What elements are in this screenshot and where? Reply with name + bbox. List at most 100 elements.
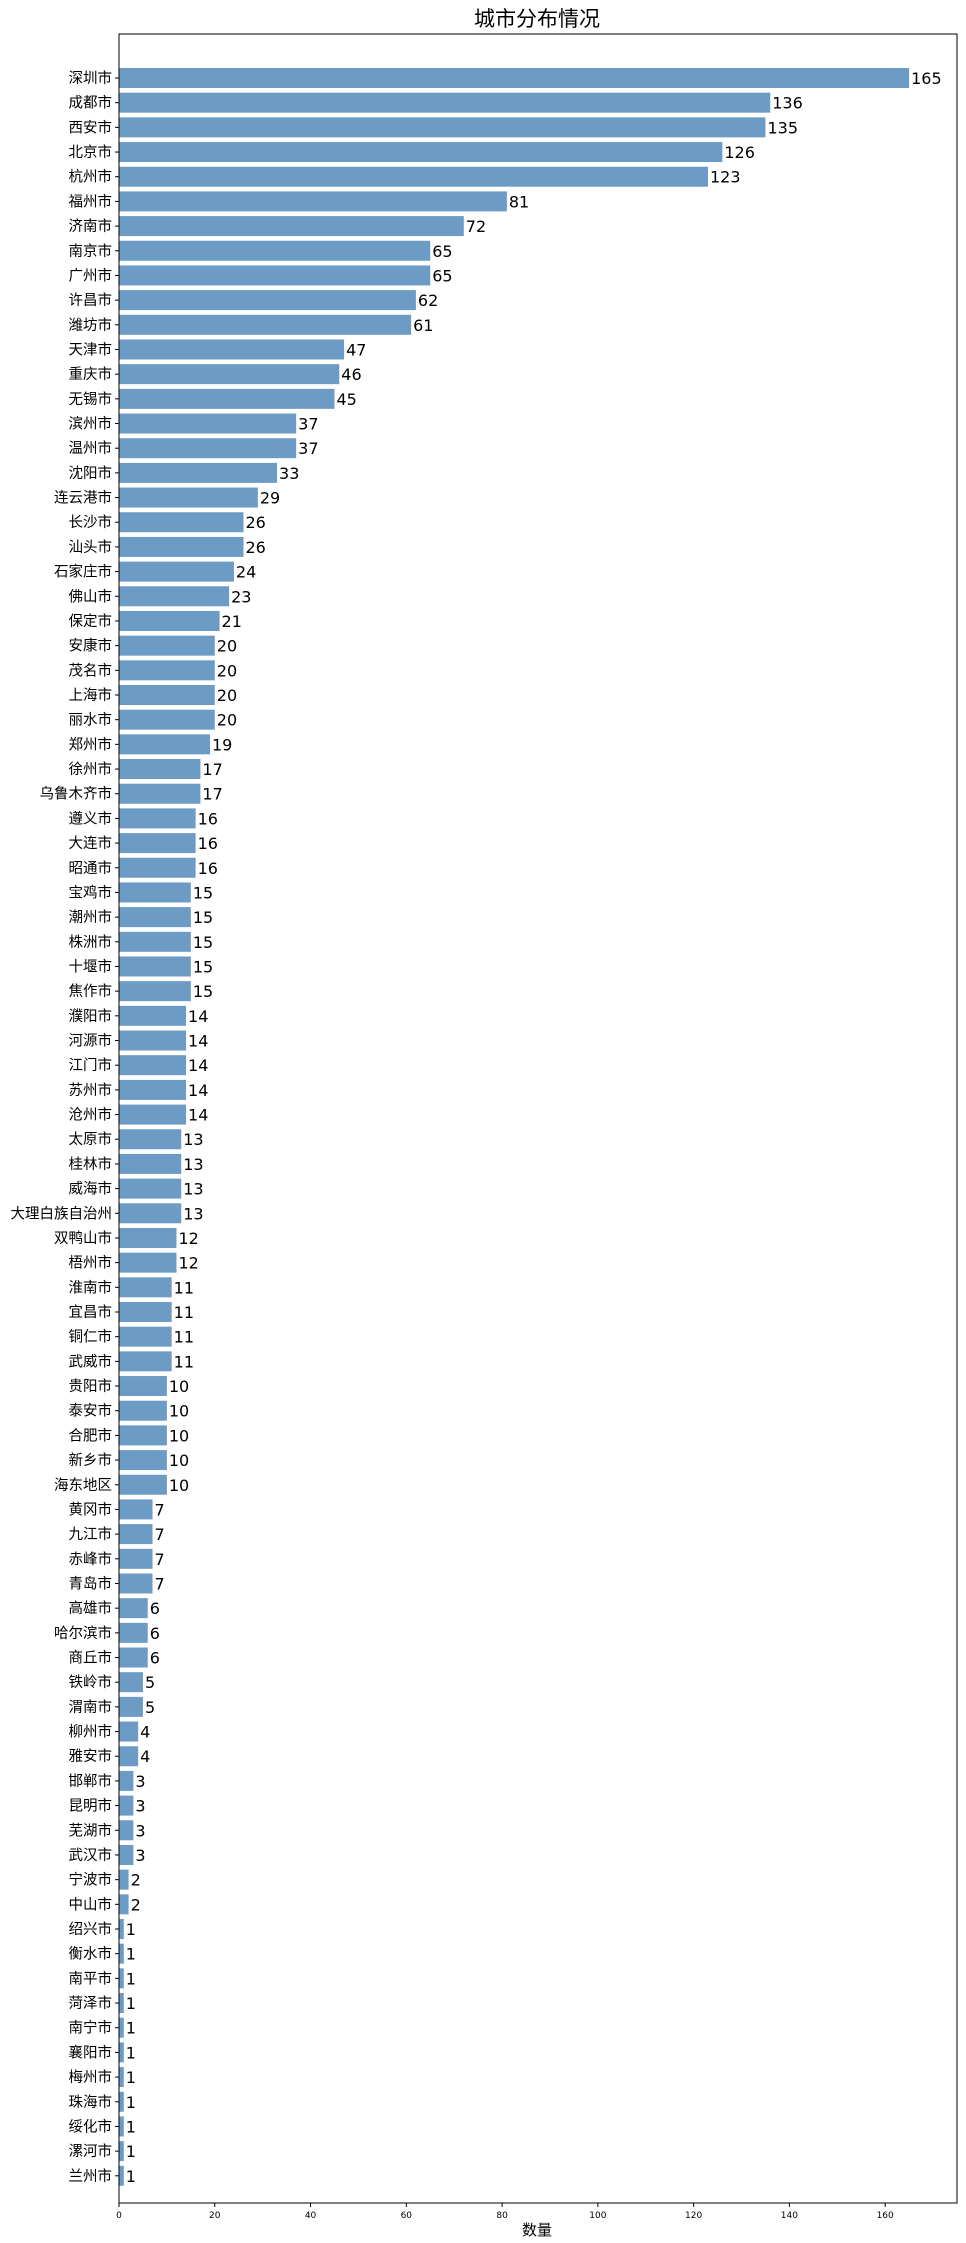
data-label: 20	[217, 686, 237, 705]
category-label: 襄阳市	[69, 2044, 113, 2061]
category-label: 潍坊市	[69, 317, 113, 334]
bar	[119, 2091, 124, 2112]
category-label: 郑州市	[69, 736, 113, 753]
bar	[119, 685, 215, 705]
bar	[119, 1252, 177, 1273]
data-label: 15	[193, 982, 213, 1001]
x-tick-label: 100	[589, 2211, 606, 2221]
category-label: 新乡市	[69, 1452, 113, 1469]
bar	[119, 907, 191, 928]
bar	[119, 265, 431, 286]
x-axis-ticks: 0 20 40 60 80 100 120 140 160	[116, 2203, 894, 2221]
bar	[119, 808, 196, 829]
category-label: 雅安市	[69, 1748, 113, 1765]
data-label: 4	[140, 1747, 150, 1766]
category-label: 苏州市	[69, 1082, 113, 1099]
category-label: 梅州市	[69, 2069, 113, 2086]
bar	[119, 586, 230, 607]
category-label: 北京市	[69, 144, 113, 161]
bar	[119, 191, 507, 212]
category-label: 衡水市	[69, 1946, 113, 1963]
data-label: 13	[183, 1204, 203, 1223]
data-label: 10	[169, 1476, 189, 1495]
category-label: 威海市	[69, 1181, 113, 1198]
bar	[119, 1351, 172, 1372]
data-label: 7	[155, 1574, 165, 1593]
category-label: 保定市	[69, 613, 113, 630]
value-labels: 1651361351261238172656562614746453737332…	[126, 69, 942, 2186]
bar	[119, 1474, 167, 1495]
data-label: 4	[140, 1723, 150, 1742]
bar	[119, 931, 191, 952]
category-label: 青岛市	[69, 1575, 113, 1592]
category-label: 邯郸市	[69, 1773, 113, 1790]
data-label: 19	[212, 735, 232, 754]
category-label: 西安市	[69, 119, 113, 136]
bar	[119, 734, 210, 755]
category-label: 无锡市	[69, 391, 113, 408]
data-label: 62	[418, 291, 438, 310]
data-label: 20	[217, 711, 237, 730]
data-label: 2	[131, 1895, 141, 1914]
category-label: 海东地区	[54, 1477, 112, 1494]
bars-group	[119, 68, 910, 2186]
x-axis-label: 数量	[522, 2221, 552, 2239]
category-label: 滨州市	[69, 416, 113, 433]
data-label: 7	[155, 1550, 165, 1569]
category-label: 绍兴市	[69, 1921, 113, 1938]
bar	[119, 92, 771, 113]
category-label: 长沙市	[69, 514, 113, 531]
data-label: 72	[466, 217, 486, 236]
bar	[119, 2116, 124, 2137]
data-label: 16	[198, 859, 218, 878]
bar	[119, 1005, 187, 1026]
bar	[119, 438, 297, 459]
category-label: 漯河市	[69, 2143, 113, 2160]
data-label: 13	[183, 1155, 203, 1174]
data-label: 165	[911, 69, 942, 88]
bar	[119, 1400, 167, 1421]
category-label: 宝鸡市	[69, 884, 113, 901]
bar	[119, 1622, 148, 1643]
data-label: 1	[126, 2068, 136, 2087]
data-label: 65	[432, 266, 452, 285]
bar	[119, 1919, 124, 1939]
category-label: 许昌市	[69, 292, 113, 309]
data-label: 3	[135, 1846, 145, 1865]
data-label: 15	[193, 908, 213, 927]
bar	[119, 660, 215, 681]
category-label: 宁波市	[69, 1872, 113, 1889]
x-tick-label: 160	[877, 2211, 894, 2221]
category-labels: 深圳市成都市西安市北京市杭州市福州市济南市南京市广州市许昌市潍坊市天津市重庆市无…	[11, 70, 119, 2185]
category-label: 哈尔滨市	[54, 1625, 112, 1642]
bar	[119, 216, 464, 237]
category-label: 南平市	[69, 1970, 113, 1987]
data-label: 2	[131, 1871, 141, 1890]
data-label: 1	[126, 2043, 136, 2062]
plot-frame	[118, 33, 958, 2204]
category-label: 佛山市	[69, 588, 113, 605]
bar	[119, 882, 191, 903]
data-label: 26	[246, 513, 266, 532]
category-label: 南宁市	[69, 2020, 113, 2037]
data-label: 14	[188, 1007, 208, 1026]
bar	[119, 1030, 187, 1051]
bar	[119, 536, 244, 557]
data-label: 61	[413, 316, 433, 335]
data-label: 135	[767, 118, 798, 137]
category-label: 珠海市	[69, 2094, 113, 2111]
data-label: 136	[772, 94, 803, 113]
bar	[119, 142, 723, 163]
category-label: 渭南市	[69, 1699, 113, 1716]
category-label: 兰州市	[69, 2168, 113, 2185]
category-label: 合肥市	[69, 1427, 113, 1444]
category-label: 重庆市	[69, 366, 113, 383]
bar	[119, 1203, 182, 1224]
bar	[119, 1672, 143, 1693]
chart-title: 城市分布情况	[474, 7, 600, 31]
x-tick-label: 40	[305, 2211, 317, 2221]
category-label: 武汉市	[69, 1847, 113, 1864]
category-label: 高雄市	[69, 1600, 113, 1617]
bar	[119, 1844, 134, 1865]
bar	[119, 2165, 124, 2186]
